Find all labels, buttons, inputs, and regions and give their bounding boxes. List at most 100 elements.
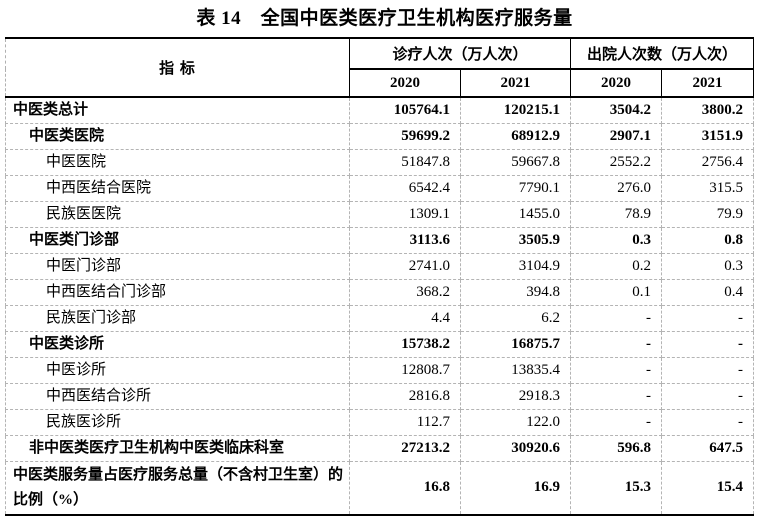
cell-value: 120215.1 xyxy=(459,96,572,124)
cell-value: 30920.6 xyxy=(459,435,572,462)
cell-value: 2918.3 xyxy=(459,383,572,410)
row-label: 民族医门诊部 xyxy=(5,305,350,332)
row-label: 中医类服务量占医疗服务总量（不含村卫生室）的比例（%） xyxy=(5,461,350,516)
cell-value: 13835.4 xyxy=(459,357,572,384)
cell-value: - xyxy=(661,409,755,436)
table-row: 中医类医院 59699.2 68912.9 2907.1 3151.9 xyxy=(5,123,755,150)
cell-value: - xyxy=(570,409,663,436)
table-row: 中医诊所 12808.7 13835.4- - xyxy=(5,357,755,384)
row-label: 中西医结合诊所 xyxy=(5,383,350,410)
table-row: 中医医院 51847.8 59667.8 2552.2 2756.4 xyxy=(5,149,755,176)
cell-value: 4.4 xyxy=(349,305,461,332)
cell-value: 16875.7 xyxy=(459,331,572,358)
header-year: 2021 xyxy=(459,68,572,98)
cell-value: 3104.9 xyxy=(459,253,572,280)
cell-value: 596.8 xyxy=(570,435,663,462)
cell-value: 2816.8 xyxy=(349,383,461,410)
cell-value: 394.8 xyxy=(459,279,572,306)
table-row: 民族医门诊部 4.4 6.2- - xyxy=(5,305,755,332)
medical-service-table: 指 标 诊疗人次（万人次） 出院人次数（万人次） 2020 2021 2020 … xyxy=(5,37,755,516)
cell-value: 0.1 xyxy=(570,279,663,306)
table-row: 中医门诊部 2741.0 3104.9 0.2 0.3 xyxy=(5,253,755,280)
cell-value: 2756.4 xyxy=(661,149,755,176)
header-year: 2020 xyxy=(570,68,663,98)
cell-value: 15738.2 xyxy=(349,331,461,358)
cell-value: 78.9 xyxy=(570,201,663,228)
table-row: 中医类服务量占医疗服务总量（不含村卫生室）的比例（%） 16.8 16.9 15.3 1… xyxy=(5,461,755,516)
table-row: 民族医诊所 112.7 122.0- - xyxy=(5,409,755,436)
row-label: 民族医诊所 xyxy=(5,409,350,436)
table-row: 中医类门诊部 3113.6 3505.9 0.3 0.8 xyxy=(5,227,755,254)
header-group-visits: 诊疗人次（万人次） xyxy=(348,37,572,70)
table-header: 指 标 诊疗人次（万人次） 出院人次数（万人次） 2020 2021 2020 … xyxy=(5,37,755,98)
row-label: 民族医医院 xyxy=(5,201,350,228)
cell-value: 15.3 xyxy=(570,461,663,516)
cell-value: - xyxy=(570,357,663,384)
table-row: 中西医结合医院 6542.4 7790.1 276.0 315.5 xyxy=(5,175,755,202)
table-row: 民族医医院 1309.1 1455.0 78.9 79.9 xyxy=(5,201,755,228)
row-label: 中医诊所 xyxy=(5,357,350,384)
cell-value: 3504.2 xyxy=(570,96,663,124)
cell-value: 6542.4 xyxy=(349,175,461,202)
table-row: 非中医类医疗卫生机构中医类临床科室 27213.2 30920.6 596.8 647.… xyxy=(5,435,755,462)
table-row: 中西医结合诊所 2816.8 2918.3- - xyxy=(5,383,755,410)
cell-value: 6.2 xyxy=(459,305,572,332)
row-label: 中医门诊部 xyxy=(5,253,350,280)
cell-value: - xyxy=(661,331,755,358)
cell-value: 1309.1 xyxy=(349,201,461,228)
row-label: 非中医类医疗卫生机构中医类临床科室 xyxy=(5,435,350,462)
cell-value: 0.4 xyxy=(661,279,755,306)
cell-value: - xyxy=(570,331,663,358)
cell-value: 2907.1 xyxy=(570,123,663,150)
cell-value: 1455.0 xyxy=(459,201,572,228)
cell-value: 3800.2 xyxy=(661,96,755,124)
cell-value: 647.5 xyxy=(661,435,755,462)
cell-value: - xyxy=(570,383,663,410)
header-year: 2020 xyxy=(349,68,461,98)
cell-value: - xyxy=(661,305,755,332)
cell-value: 16.8 xyxy=(349,461,461,516)
cell-value: 3151.9 xyxy=(661,123,755,150)
table-body: 中医类总计 105764.1 120215.1 3504.2 3800.2 中医类医院 59… xyxy=(5,96,755,516)
cell-value: 27213.2 xyxy=(349,435,461,462)
cell-value: 51847.8 xyxy=(349,149,461,176)
cell-value: 0.2 xyxy=(570,253,663,280)
cell-value: 3505.9 xyxy=(459,227,572,254)
cell-value: 68912.9 xyxy=(459,123,572,150)
cell-value: 3113.6 xyxy=(349,227,461,254)
row-label: 中医类医院 xyxy=(5,123,350,150)
cell-value: 368.2 xyxy=(349,279,461,306)
cell-value: 105764.1 xyxy=(349,96,461,124)
cell-value: 16.9 xyxy=(459,461,572,516)
cell-value: 59667.8 xyxy=(459,149,572,176)
cell-value: 59699.2 xyxy=(349,123,461,150)
cell-value: 0.3 xyxy=(570,227,663,254)
cell-value: 12808.7 xyxy=(349,357,461,384)
cell-value: 0.8 xyxy=(661,227,755,254)
cell-value: 79.9 xyxy=(661,201,755,228)
cell-value: 276.0 xyxy=(570,175,663,202)
table-row: 中西医结合门诊部 368.2 394.8 0.1 0.4 xyxy=(5,279,755,306)
header-year: 2021 xyxy=(661,68,755,98)
row-label: 中医类诊所 xyxy=(5,331,350,358)
row-label: 中医类门诊部 xyxy=(5,227,350,254)
table-row: 中医类诊所 15738.2 16875.7- - xyxy=(5,331,755,358)
cell-value: 122.0 xyxy=(459,409,572,436)
table-title: 表 14 全国中医类医疗卫生机构医疗服务量 xyxy=(196,8,573,29)
cell-value: 2741.0 xyxy=(349,253,461,280)
table-row: 中医类总计 105764.1 120215.1 3504.2 3800.2 xyxy=(5,96,755,124)
row-label: 中医医院 xyxy=(5,149,350,176)
cell-value: - xyxy=(661,357,755,384)
cell-value: 112.7 xyxy=(349,409,461,436)
cell-value: 7790.1 xyxy=(459,175,572,202)
cell-value: 0.3 xyxy=(661,253,755,280)
cell-value: - xyxy=(661,383,755,410)
header-indicator: 指 标 xyxy=(5,37,350,98)
row-label: 中西医结合医院 xyxy=(5,175,350,202)
cell-value: 2552.2 xyxy=(570,149,663,176)
header-group-discharges: 出院人次数（万人次） xyxy=(570,37,755,70)
cell-value: 15.4 xyxy=(661,461,755,516)
row-label: 中西医结合门诊部 xyxy=(5,279,350,306)
row-label: 中医类总计 xyxy=(5,96,350,124)
